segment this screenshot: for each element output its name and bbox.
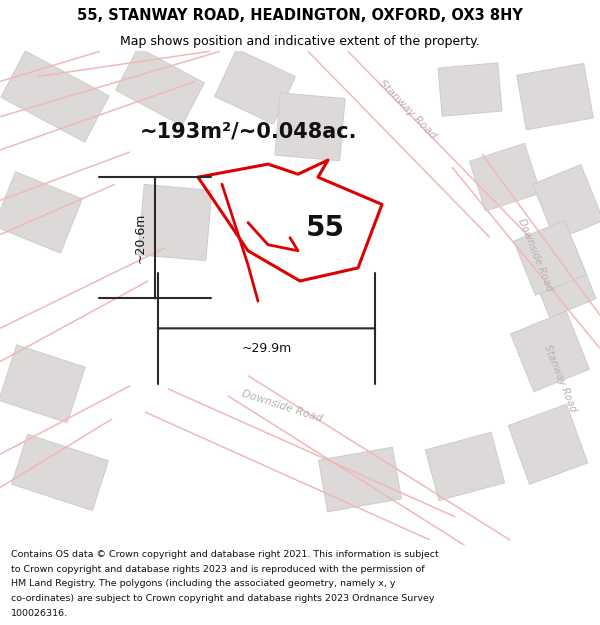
Polygon shape [1, 51, 109, 142]
Polygon shape [11, 434, 109, 511]
Text: 55, STANWAY ROAD, HEADINGTON, OXFORD, OX3 8HY: 55, STANWAY ROAD, HEADINGTON, OXFORD, OX… [77, 8, 523, 23]
Text: ~29.9m: ~29.9m [241, 342, 292, 356]
Text: Stanway Road: Stanway Road [377, 78, 439, 141]
Polygon shape [425, 432, 505, 501]
Polygon shape [0, 172, 82, 253]
Polygon shape [511, 311, 589, 392]
Polygon shape [319, 447, 401, 512]
Polygon shape [469, 143, 541, 211]
Text: Map shows position and indicative extent of the property.: Map shows position and indicative extent… [120, 34, 480, 48]
Text: to Crown copyright and database rights 2023 and is reproduced with the permissio: to Crown copyright and database rights 2… [11, 564, 424, 574]
Polygon shape [528, 244, 596, 318]
Text: ~193m²/~0.048ac.: ~193m²/~0.048ac. [139, 122, 357, 142]
Polygon shape [533, 164, 600, 240]
Polygon shape [275, 93, 345, 161]
Polygon shape [514, 221, 586, 295]
Text: Contains OS data © Crown copyright and database right 2021. This information is : Contains OS data © Crown copyright and d… [11, 550, 439, 559]
Text: 100026316.: 100026316. [11, 609, 68, 618]
Polygon shape [508, 404, 588, 484]
Polygon shape [517, 63, 593, 130]
Text: 55: 55 [305, 214, 344, 242]
Polygon shape [116, 48, 205, 126]
Polygon shape [215, 49, 295, 124]
Text: HM Land Registry. The polygons (including the associated geometry, namely x, y: HM Land Registry. The polygons (includin… [11, 579, 395, 588]
Text: Downside Road: Downside Road [241, 388, 323, 424]
Polygon shape [0, 345, 85, 423]
Text: Downside Road: Downside Road [516, 217, 554, 292]
Text: ~20.6m: ~20.6m [134, 213, 147, 263]
Text: co-ordinates) are subject to Crown copyright and database rights 2023 Ordnance S: co-ordinates) are subject to Crown copyr… [11, 594, 434, 603]
Polygon shape [138, 184, 212, 261]
Text: Stanway Road: Stanway Road [542, 344, 578, 414]
Polygon shape [438, 63, 502, 116]
